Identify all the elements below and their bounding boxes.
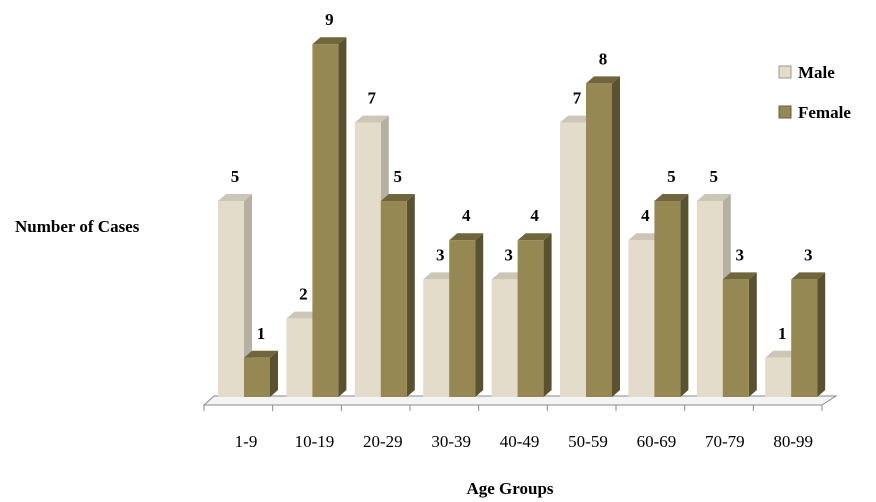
data-label: 7 — [573, 89, 582, 108]
bar-female-1-9 — [244, 350, 278, 397]
y-axis-label: Number of Cases — [15, 217, 140, 236]
x-tick-label: 70-79 — [705, 432, 745, 451]
bars — [218, 37, 826, 398]
data-label: 5 — [394, 167, 403, 186]
data-label: 4 — [462, 206, 471, 225]
x-tick-label: 40-49 — [500, 432, 540, 451]
bar-female-10-19 — [312, 37, 347, 397]
data-label: 3 — [504, 245, 513, 264]
data-labels: 5 1 2 9 7 5 3 4 3 4 7 8 4 5 5 3 1 3 — [231, 10, 813, 343]
x-tick-label: 10-19 — [295, 432, 335, 451]
x-axis-ticks — [203, 405, 823, 411]
x-tick-label: 1-9 — [235, 432, 258, 451]
legend-item-male: Male — [778, 63, 835, 82]
data-label: 2 — [299, 285, 308, 304]
bar-female-60-69 — [654, 194, 689, 397]
legend-label: Male — [798, 63, 835, 82]
bar-female-20-29 — [380, 194, 415, 397]
data-label: 1 — [257, 324, 266, 343]
bar-female-30-39 — [449, 233, 484, 397]
x-tick-labels: 1-9 10-19 20-29 30-39 40-49 50-59 60-69 70-79 80… — [235, 432, 813, 451]
bar-male-1-9 — [218, 194, 252, 397]
bar-female-50-59 — [586, 76, 620, 398]
data-label: 9 — [325, 10, 334, 29]
legend: Male Female — [778, 63, 851, 122]
floor-plane — [202, 395, 838, 406]
data-label: 3 — [436, 245, 445, 264]
legend-label: Female — [798, 103, 851, 122]
bar-female-70-79 — [722, 272, 757, 397]
chart-floor — [202, 395, 838, 406]
x-tick-label: 80-99 — [773, 432, 813, 451]
legend-item-female: Female — [778, 103, 851, 122]
data-label: 5 — [667, 167, 676, 186]
legend-swatch — [778, 105, 792, 119]
data-label: 5 — [710, 167, 719, 186]
x-axis-label: Age Groups — [466, 479, 553, 498]
bar-female-40-49 — [517, 233, 552, 397]
data-label: 3 — [804, 245, 813, 264]
data-label: 4 — [641, 206, 650, 225]
data-label: 7 — [368, 89, 377, 108]
data-label: 4 — [530, 206, 539, 225]
data-label: 1 — [778, 324, 787, 343]
legend-swatch — [778, 65, 792, 79]
x-tick-label: 30-39 — [431, 432, 471, 451]
x-tick-label: 60-69 — [637, 432, 677, 451]
data-label: 5 — [231, 167, 240, 186]
data-label: 8 — [599, 49, 608, 68]
x-tick-label: 50-59 — [568, 432, 608, 451]
bar-female-80-99 — [791, 272, 826, 397]
x-tick-label: 20-29 — [363, 432, 403, 451]
data-label: 3 — [736, 245, 745, 264]
